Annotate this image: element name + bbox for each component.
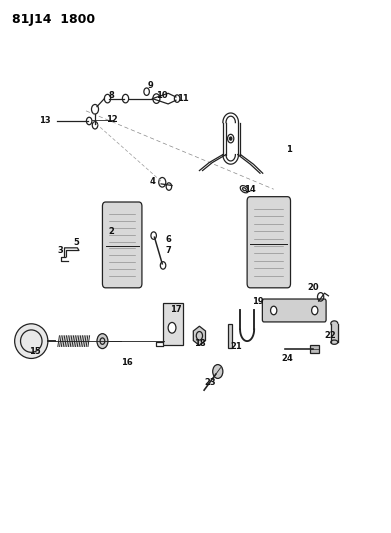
Text: 6: 6 (165, 236, 171, 244)
Text: 7: 7 (165, 246, 171, 255)
Polygon shape (193, 326, 206, 345)
Text: 15: 15 (29, 348, 41, 356)
Text: 16: 16 (121, 358, 133, 367)
Text: 5: 5 (73, 238, 79, 247)
Ellipse shape (15, 324, 48, 358)
Text: 4: 4 (149, 177, 156, 185)
Text: 24: 24 (282, 354, 293, 362)
FancyBboxPatch shape (102, 202, 142, 288)
Ellipse shape (97, 334, 108, 349)
Polygon shape (331, 324, 338, 342)
Text: 21: 21 (231, 342, 242, 351)
Text: 23: 23 (204, 378, 216, 386)
Polygon shape (228, 324, 232, 348)
Text: 14: 14 (244, 185, 256, 193)
Text: 18: 18 (194, 340, 206, 348)
Text: 17: 17 (170, 305, 182, 313)
FancyBboxPatch shape (247, 197, 291, 288)
Circle shape (168, 322, 176, 333)
Text: 11: 11 (177, 94, 189, 103)
Circle shape (312, 306, 318, 314)
Text: 20: 20 (307, 284, 319, 292)
Text: 10: 10 (156, 92, 168, 100)
Ellipse shape (331, 340, 338, 344)
FancyBboxPatch shape (310, 345, 319, 353)
Text: 2: 2 (108, 228, 115, 236)
Circle shape (271, 306, 277, 314)
Circle shape (230, 137, 232, 140)
Text: 13: 13 (39, 117, 51, 125)
Text: 8: 8 (109, 92, 114, 100)
Ellipse shape (331, 321, 338, 326)
FancyBboxPatch shape (163, 303, 183, 345)
Text: 9: 9 (148, 81, 153, 90)
FancyBboxPatch shape (262, 299, 326, 322)
Text: 12: 12 (106, 116, 117, 124)
Text: 3: 3 (58, 246, 63, 255)
Circle shape (213, 365, 223, 378)
Text: 81J14  1800: 81J14 1800 (12, 13, 95, 26)
Text: 1: 1 (286, 145, 292, 154)
Text: 19: 19 (252, 297, 264, 305)
Text: 22: 22 (325, 332, 336, 340)
